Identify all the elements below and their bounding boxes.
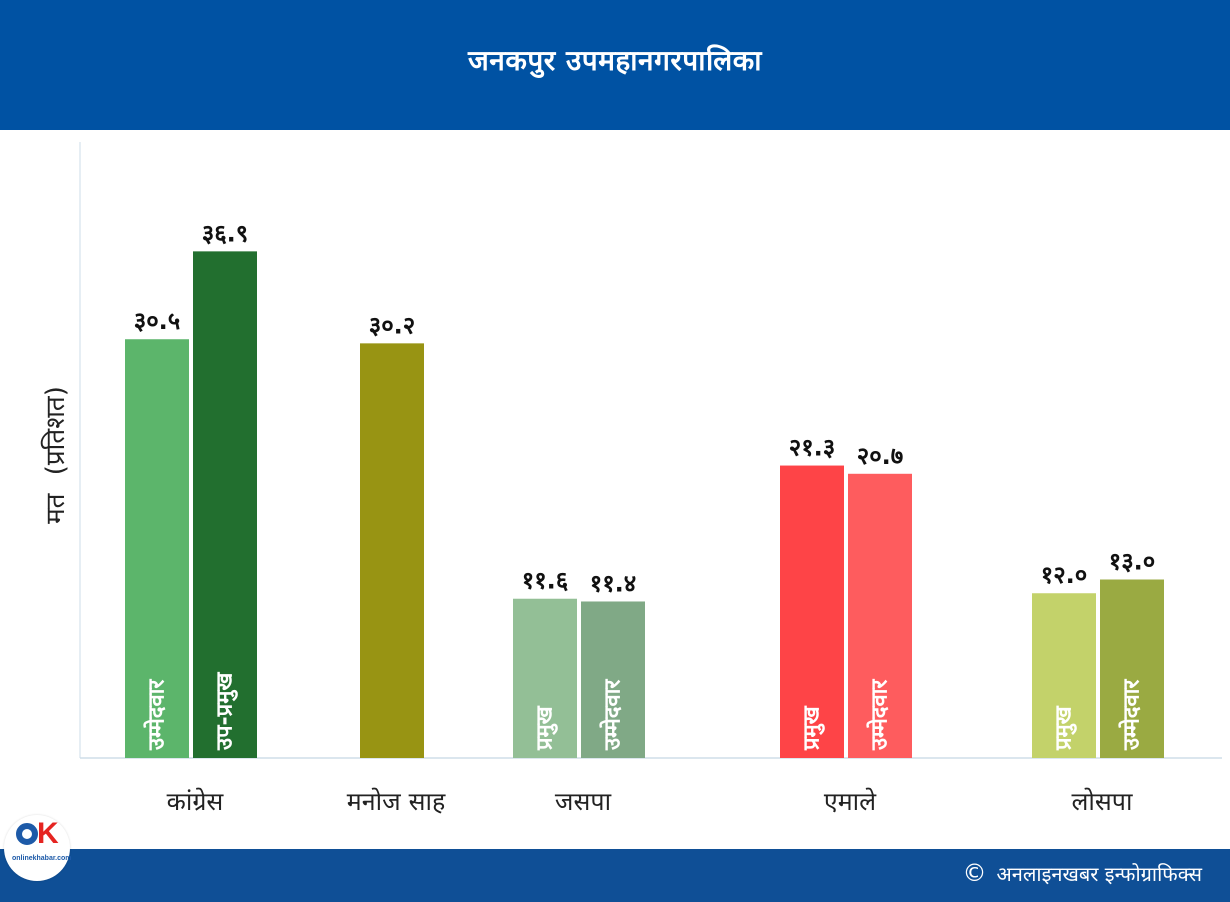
- bar-value-label: ३६.९: [202, 219, 249, 247]
- bar: [193, 251, 257, 758]
- bar-chart: ३०.५ उम्मेदवार ३६.९ उप-प्रमुख कांग्रेस ३०.२ मन…: [79, 142, 1222, 816]
- category-label: मनोज साह: [347, 787, 446, 816]
- bar-inner-label: प्रमुख: [1052, 705, 1078, 751]
- chart-title: जनकपुर उपमहानगरपालिका: [468, 44, 762, 77]
- bar-inner-label: उम्मेदवार: [599, 679, 626, 751]
- footer-credit: © अनलाइनखबर इन्फोग्राफिक्स: [962, 859, 1202, 887]
- category-label: जसपा: [555, 787, 612, 816]
- credit-text: अनलाइनखबर इन्फोग्राफिक्स: [996, 861, 1202, 886]
- bar-inner-label: प्रमुख: [800, 705, 826, 751]
- footer-banner: © अनलाइनखबर इन्फोग्राफिक्स: [0, 849, 1230, 902]
- bar-inner-label: उम्मेदवार: [1118, 679, 1145, 751]
- bar: [581, 601, 645, 758]
- bar-value-label: २०.७: [857, 442, 904, 470]
- bar-value-label: १३.०: [1109, 548, 1156, 576]
- bar: [513, 598, 577, 758]
- bar: [125, 339, 189, 758]
- bar-value-label: ३०.५: [134, 307, 181, 335]
- bar-value-label: ३०.२: [369, 311, 416, 339]
- onlinekhabar-logo[interactable]: K onlinekhabar.com: [4, 815, 72, 881]
- logo-o-icon: [16, 823, 38, 845]
- bar-inner-label: प्रमुख: [533, 705, 559, 751]
- bar: [780, 465, 844, 758]
- logo-brand-text: onlinekhabar.com: [12, 855, 72, 862]
- bar: [848, 473, 912, 758]
- bar: [1100, 579, 1164, 758]
- bar: [360, 343, 424, 758]
- bar-inner-label: उम्मेदवार: [866, 679, 893, 751]
- bar-value-label: २१.३: [789, 434, 836, 462]
- bar: [1032, 593, 1096, 758]
- bar-value-label: १२.०: [1041, 561, 1088, 589]
- category-label: लोसपा: [1071, 787, 1133, 816]
- bar-value-label: ११.६: [522, 567, 569, 595]
- category-label: कांग्रेस: [167, 787, 225, 816]
- bar-inner-label: उप-प्रमुख: [213, 672, 239, 751]
- header-banner: जनकपुर उपमहानगरपालिका: [0, 0, 1230, 130]
- category-label: एमाले: [824, 787, 877, 816]
- copyright-icon: ©: [962, 859, 987, 887]
- bar-value-label: ११.४: [590, 569, 637, 597]
- logo-k-icon: K: [37, 817, 59, 850]
- bar-inner-label: उम्मेदवार: [143, 679, 170, 751]
